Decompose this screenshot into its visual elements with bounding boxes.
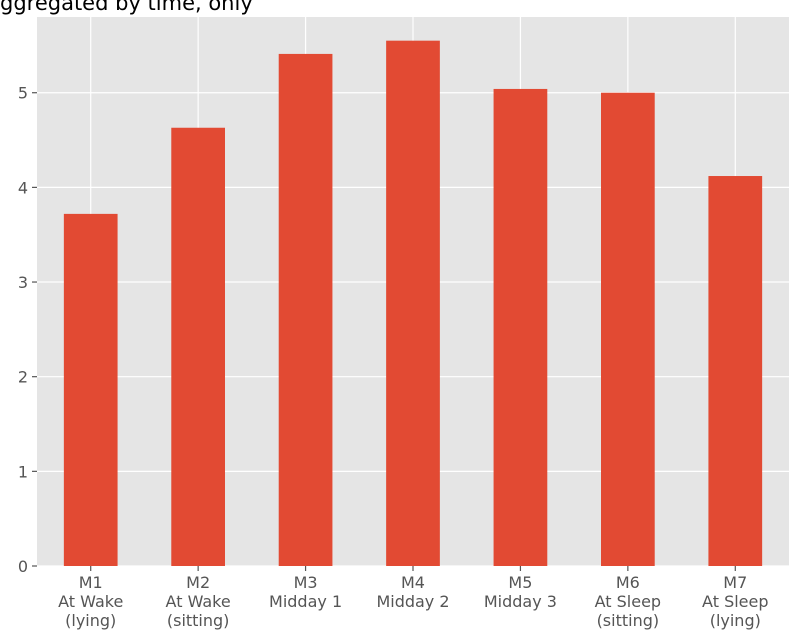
x-tick-label: (lying) bbox=[65, 611, 116, 630]
x-tick-label: M7 bbox=[723, 573, 747, 592]
x-tick-label: At Sleep bbox=[702, 592, 768, 611]
x-tick-label: Midday 3 bbox=[484, 592, 557, 611]
bar bbox=[278, 53, 333, 566]
y-tick-label: 0 bbox=[18, 557, 28, 576]
x-tick-label: M3 bbox=[294, 573, 318, 592]
bar bbox=[63, 213, 118, 566]
bar bbox=[708, 176, 763, 566]
y-tick-label: 5 bbox=[18, 84, 28, 103]
bar bbox=[171, 127, 225, 566]
bar bbox=[601, 92, 655, 567]
x-tick-label: M2 bbox=[186, 573, 210, 592]
bar bbox=[493, 88, 548, 566]
x-tick-label: At Sleep bbox=[595, 592, 661, 611]
x-tick-label: (sitting) bbox=[597, 611, 660, 630]
x-tick-label: (lying) bbox=[710, 611, 761, 630]
x-tick-label: M4 bbox=[401, 573, 425, 592]
y-tick-label: 2 bbox=[18, 368, 28, 387]
x-tick-label: (sitting) bbox=[167, 611, 230, 630]
y-tick-label: 1 bbox=[18, 462, 28, 481]
x-tick-label: M6 bbox=[616, 573, 640, 592]
chart-title: ggregated by time, only bbox=[0, 0, 253, 15]
bars bbox=[63, 40, 763, 567]
x-tick-label: At Wake bbox=[58, 592, 123, 611]
y-tick-label: 3 bbox=[18, 273, 28, 292]
x-tick-label: M1 bbox=[79, 573, 103, 592]
x-tick-label: Midday 1 bbox=[269, 592, 342, 611]
bar bbox=[386, 40, 440, 566]
y-tick-label: 4 bbox=[18, 178, 28, 197]
x-tick-label: Midday 2 bbox=[376, 592, 449, 611]
x-tick-label: M5 bbox=[508, 573, 532, 592]
x-tick-label: At Wake bbox=[166, 592, 231, 611]
y-axis: 0 1 2 3 4 5 bbox=[18, 84, 37, 576]
